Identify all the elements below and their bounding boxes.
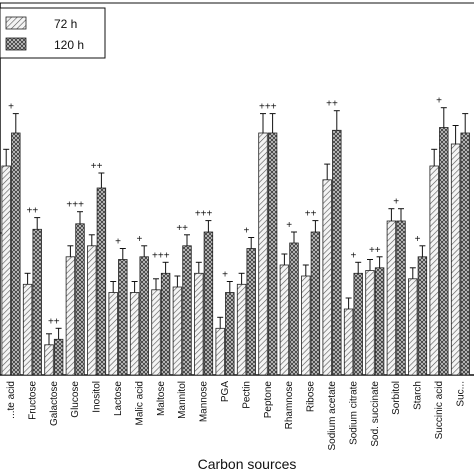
bar-mannose-120-h [203, 231, 214, 376]
error-bars-group [3, 107, 469, 345]
bar-rhamnose-72-h [279, 264, 290, 376]
x-tick-label-peptone: Peptone [263, 381, 274, 419]
x-tick-label-succinic-acid: Succinic acid [434, 381, 445, 439]
bar-sodium-citrate-120-h [353, 272, 363, 376]
bar-maltose-120-h [160, 272, 171, 376]
significance-label-lactose: + [115, 237, 121, 248]
x-tick-label-pectin: Pectin [241, 381, 252, 409]
bar-sodium-acetate-120-h [332, 129, 342, 376]
significance-label-glucose: +++ [66, 200, 84, 211]
bar-sorbitol-72-h [386, 220, 397, 376]
significance-labels-group: +++++++++++ ++++++++++++++++++++ +++++ [8, 96, 442, 328]
x-tick-label-fructose: Fructose [27, 381, 38, 420]
x-tick-label-sorbitol: Sorbitol [391, 381, 402, 415]
bar-fructose-72-h [22, 283, 33, 376]
bar-ribose-72-h [301, 275, 311, 376]
x-tick-label-galactose: Galactose [49, 381, 60, 426]
significance-label-rhamnose: + [286, 220, 292, 231]
bar-sod-succinate-72-h [365, 270, 375, 376]
bar-glucose-72-h [65, 256, 76, 376]
bar-starch-72-h [408, 278, 418, 376]
bar-ribose-120-h [310, 231, 321, 376]
x-tick-label-starch: Starch [413, 381, 424, 410]
x-tick-label-suc: Suc... [455, 381, 466, 407]
significance-label-inositol: ++ [91, 161, 103, 172]
x-tick-label-ribose: Ribose [306, 381, 317, 413]
significance-label-mannitol: ++ [176, 223, 188, 234]
x-tick-label-inositol: Inositol [92, 381, 103, 413]
significance-label-pectin: + [243, 226, 249, 237]
x-tick-label-mannose: Mannose [199, 381, 210, 423]
significance-label-succinic-acid: + [436, 96, 442, 107]
significance-label-maltose: +++ [152, 250, 170, 261]
bar-mannose-72-h [194, 272, 204, 376]
bar-mannitol-72-h [172, 286, 183, 376]
significance-label-sodium-citrate: + [350, 250, 356, 261]
x-tick-label-pga: PGA [220, 381, 231, 402]
significance-label-te-acid: + [8, 102, 14, 113]
bar-inositol-72-h [87, 245, 97, 376]
significance-label-peptone: +++ [259, 102, 277, 113]
bar-galactose-72-h [44, 344, 54, 376]
bar-rhamnose-120-h [289, 242, 299, 376]
x-tick-label-malic-acid: Malic acid [134, 381, 145, 425]
significance-label-mannose: +++ [195, 209, 213, 220]
bar-fructose-120-h [32, 228, 42, 376]
bar-maltose-72-h [151, 289, 161, 376]
x-tick-label-mannitol: Mannitol [177, 381, 188, 419]
x-tick-label-maltose: Maltose [156, 381, 167, 416]
x-tick-labels-group: ...te acid Fructose Galactose Glucose Inosit… [6, 381, 466, 451]
significance-label-ribose: ++ [305, 209, 317, 220]
bar-malic-acid-120-h [139, 256, 149, 376]
significance-label-sodium-acetate: ++ [326, 99, 338, 110]
x-tick-label-glucose: Glucose [70, 381, 81, 418]
bar-starch-120-h [417, 256, 428, 376]
bar-malic-acid-72-h [129, 292, 140, 376]
x-tick-label-sodium-citrate: Sodium citrate [348, 381, 359, 445]
bar-pga-120-h [225, 292, 235, 376]
legend: 72 h 120 h [0, 7, 106, 59]
bar-sorbitol-120-h [396, 220, 406, 376]
significance-label-sorbitol: + [393, 197, 399, 208]
bar-pectin-120-h [246, 248, 256, 376]
significance-label-starch: + [415, 234, 421, 245]
bar-te-acid-120-h [11, 132, 21, 376]
bar-sodium-citrate-72-h [343, 308, 354, 376]
bar-lactose-72-h [108, 292, 118, 376]
significance-label-fructose: ++ [27, 206, 39, 217]
significance-label-malic-acid: + [136, 234, 142, 245]
bar-lactose-120-h [118, 259, 128, 376]
significance-label-sod-succinate: ++ [369, 245, 381, 256]
bar-inositol-120-h [96, 187, 107, 376]
legend-label-120h: 120 h [54, 38, 84, 52]
bar-galactose-120-h [53, 338, 64, 376]
bar-sod-succinate-120-h [374, 267, 385, 376]
legend-swatch-72h [5, 16, 27, 30]
bar-succinic-acid-72-h [429, 165, 439, 376]
bar-pectin-72-h [236, 283, 247, 376]
bar-suc-72-h [450, 143, 461, 376]
bar-peptone-120-h [267, 132, 278, 376]
x-axis-title: Carbon sources [198, 456, 297, 472]
bar-succinic-acid-120-h [439, 127, 449, 376]
legend-label-72h: 72 h [54, 17, 77, 31]
bar-pga-72-h [215, 327, 225, 376]
bar-mannitol-120-h [182, 245, 192, 376]
x-tick-label-te-acid: ...te acid [6, 381, 17, 419]
bar-suc-120-h [460, 132, 470, 376]
legend-swatch-120h [5, 37, 27, 51]
x-tick-label-rhamnose: Rhamnose [284, 381, 295, 430]
x-tick-label-sodium-acetate: Sodium acetate [327, 381, 338, 451]
significance-label-pga: + [222, 270, 228, 281]
bar-te-acid-72-h [1, 165, 11, 376]
bar-peptone-72-h [258, 132, 268, 376]
bar-sodium-acetate-72-h [322, 179, 332, 376]
legend-box [0, 7, 106, 59]
bar-glucose-120-h [75, 223, 85, 376]
x-tick-label-lactose: Lactose [113, 381, 124, 416]
bars-group [1, 127, 470, 376]
x-tick-label-sod-succinate: Sod. succinate [370, 381, 381, 447]
significance-label-galactose: ++ [48, 316, 60, 327]
